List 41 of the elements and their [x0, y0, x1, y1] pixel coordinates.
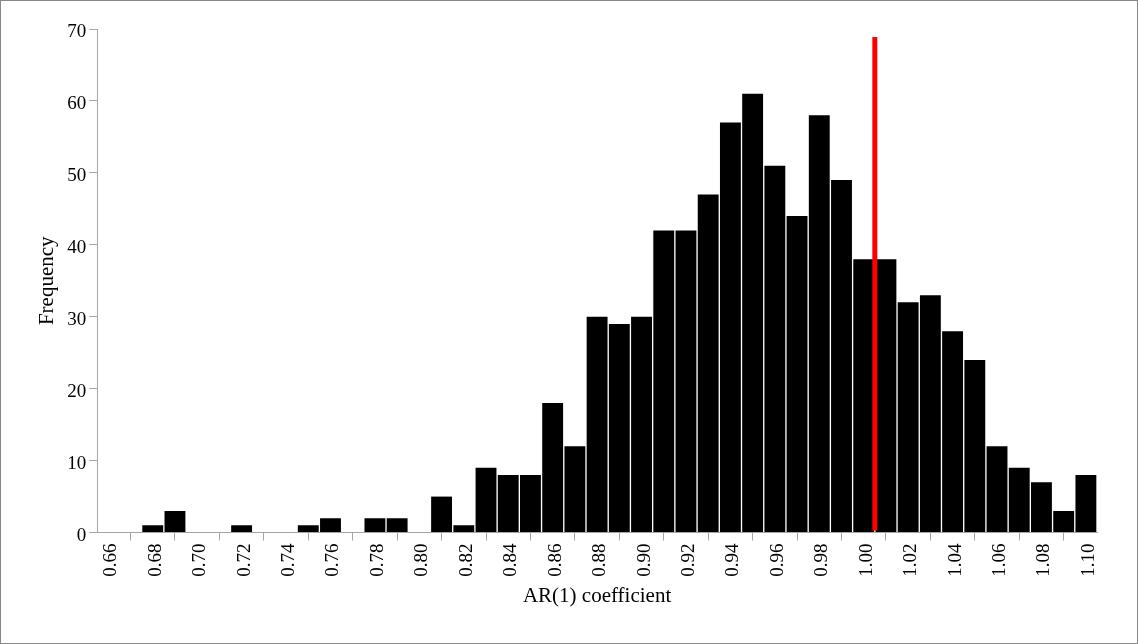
x-tick-label: 1.10 [1076, 543, 1098, 577]
x-tick-label: 1.08 [1032, 543, 1054, 577]
x-axis-title: AR(1) coefficient [522, 582, 672, 607]
x-tick-label: 0.98 [810, 543, 832, 577]
x-tick-label: 0.86 [543, 543, 565, 577]
y-tick-label: 40 [67, 235, 87, 257]
bar [475, 467, 497, 533]
x-tick-label: 0.90 [632, 543, 654, 577]
bar [675, 230, 697, 533]
x-tick-label: 0.84 [499, 543, 521, 577]
x-tick-label: 0.82 [454, 543, 476, 577]
y-tick-label: 20 [67, 379, 87, 401]
x-tick-label: 0.88 [588, 543, 610, 577]
bar [142, 525, 164, 533]
y-tick-label: 50 [67, 163, 87, 185]
y-tick-label: 0 [76, 523, 87, 545]
x-tick-label: 0.74 [277, 543, 299, 577]
x-tick-label: 1.04 [943, 543, 965, 577]
x-tick-label: 0.70 [188, 543, 210, 577]
bar [364, 518, 386, 533]
x-tick-label: 1.06 [988, 543, 1009, 577]
y-tick-label: 30 [67, 307, 87, 329]
x-tick-label: 0.76 [321, 543, 343, 577]
x-tick-label: 0.92 [676, 543, 698, 577]
bar [986, 446, 1008, 533]
x-tick-label: 0.94 [721, 543, 743, 577]
x-tick-label: 0.68 [143, 543, 165, 577]
x-tick-label: 0.80 [410, 543, 432, 577]
x-tick-label: 0.66 [99, 543, 121, 577]
x-tick-label: 0.78 [365, 543, 387, 577]
bar [164, 510, 186, 533]
bar [386, 518, 408, 533]
bar [231, 525, 253, 533]
x-tick-label: 1.02 [899, 543, 921, 577]
y-tick-label: 70 [67, 19, 87, 41]
x-tick-label: 1.00 [854, 543, 876, 577]
x-tick-label: 0.96 [765, 543, 787, 577]
x-tick-label: 0.72 [232, 543, 254, 577]
y-tick-label: 60 [67, 91, 87, 113]
y-tick-label: 10 [67, 451, 87, 473]
y-axis-title: Frequency [34, 235, 59, 326]
